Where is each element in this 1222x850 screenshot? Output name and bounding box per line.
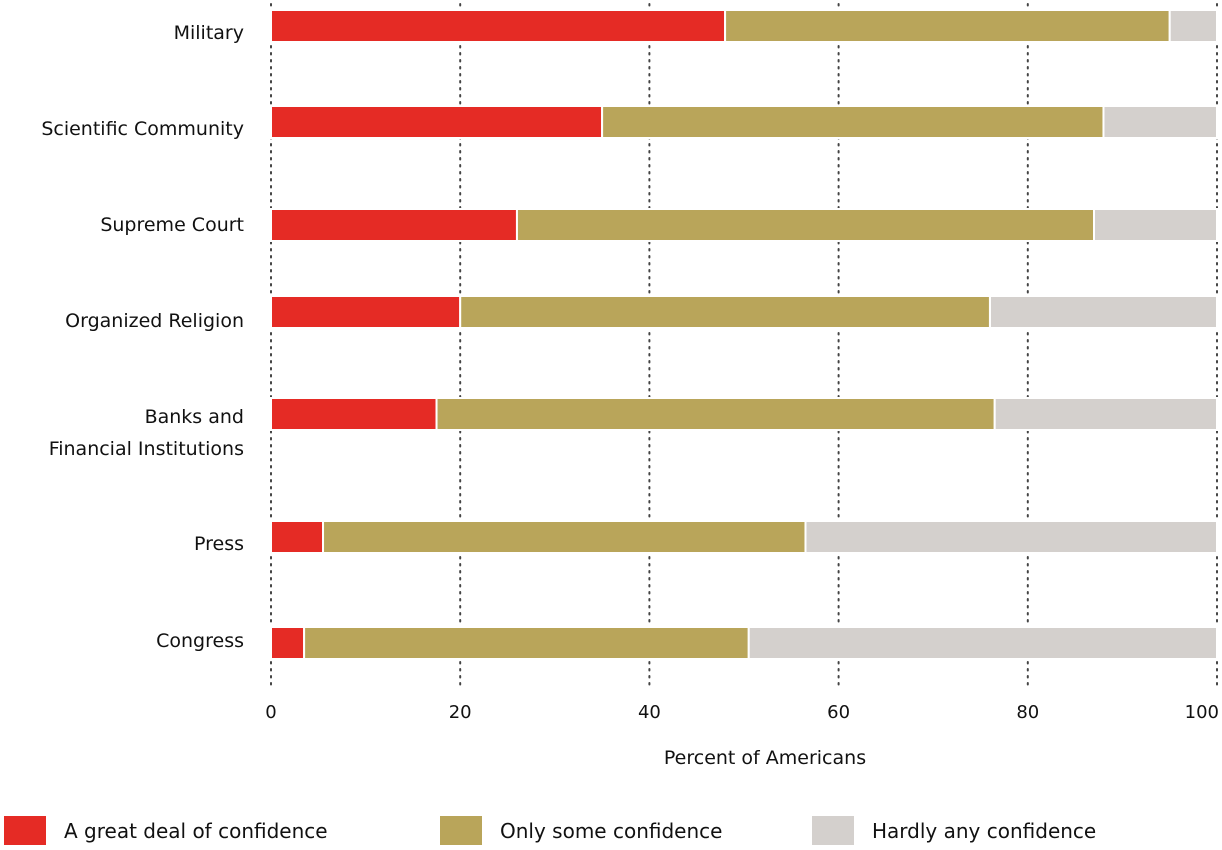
category-label: Congress [156, 630, 244, 652]
bar-2-1 [724, 9, 1171, 43]
bar-1-5 [270, 397, 438, 431]
legend-label: Hardly any confidence [872, 819, 1096, 843]
bar-1-7 [270, 626, 306, 660]
x-tick-labels: 0 20 40 60 80 100 [265, 702, 1219, 723]
x-tick-label: 20 [449, 702, 472, 723]
legend-label: A great deal of confidence [64, 819, 328, 843]
bar-3-4 [988, 295, 1219, 329]
legend-label: Only some confidence [500, 819, 722, 843]
bar-1-6 [270, 520, 325, 554]
category-label: Military [174, 22, 244, 44]
bar-2-6 [322, 520, 807, 554]
x-tick-label: 60 [827, 702, 850, 723]
bar-1-4 [270, 295, 462, 329]
legend: A great deal of confidence Only some conf… [4, 816, 1096, 845]
legend-swatch [440, 816, 482, 845]
bar-2-4 [459, 295, 991, 329]
bar-2-7 [303, 626, 750, 660]
x-tick-label: 40 [638, 702, 661, 723]
bar-1-1 [270, 9, 727, 43]
bar-3-3 [1093, 208, 1219, 242]
legend-swatch [4, 816, 46, 845]
bar-2-3 [515, 208, 1096, 242]
category-label: Banks and [145, 406, 244, 428]
category-label: Organized Religion [65, 310, 244, 332]
bar-2-5 [435, 397, 996, 431]
bar-2-2 [601, 105, 1105, 139]
category-labels: Military Scientific Community Supreme Cour… [41, 22, 244, 652]
bar-1-3 [270, 208, 518, 242]
category-label: Scientific Community [41, 118, 244, 140]
category-label: Supreme Court [100, 214, 244, 236]
bar-3-2 [1102, 105, 1218, 139]
x-tick-label: 100 [1185, 702, 1219, 723]
x-tick-label: 0 [265, 702, 276, 723]
bar-3-7 [747, 626, 1218, 660]
bar-3-1 [1168, 9, 1218, 43]
bar-3-5 [993, 397, 1218, 431]
bars-layer [270, 9, 1219, 660]
category-label: Press [194, 533, 244, 555]
bar-3-6 [804, 520, 1218, 554]
x-tick-label: 80 [1016, 702, 1039, 723]
category-label: Financial Institutions [49, 438, 244, 460]
x-axis-title: Percent of Americans [664, 747, 866, 769]
legend-swatch [812, 816, 854, 845]
bar-1-2 [270, 105, 604, 139]
